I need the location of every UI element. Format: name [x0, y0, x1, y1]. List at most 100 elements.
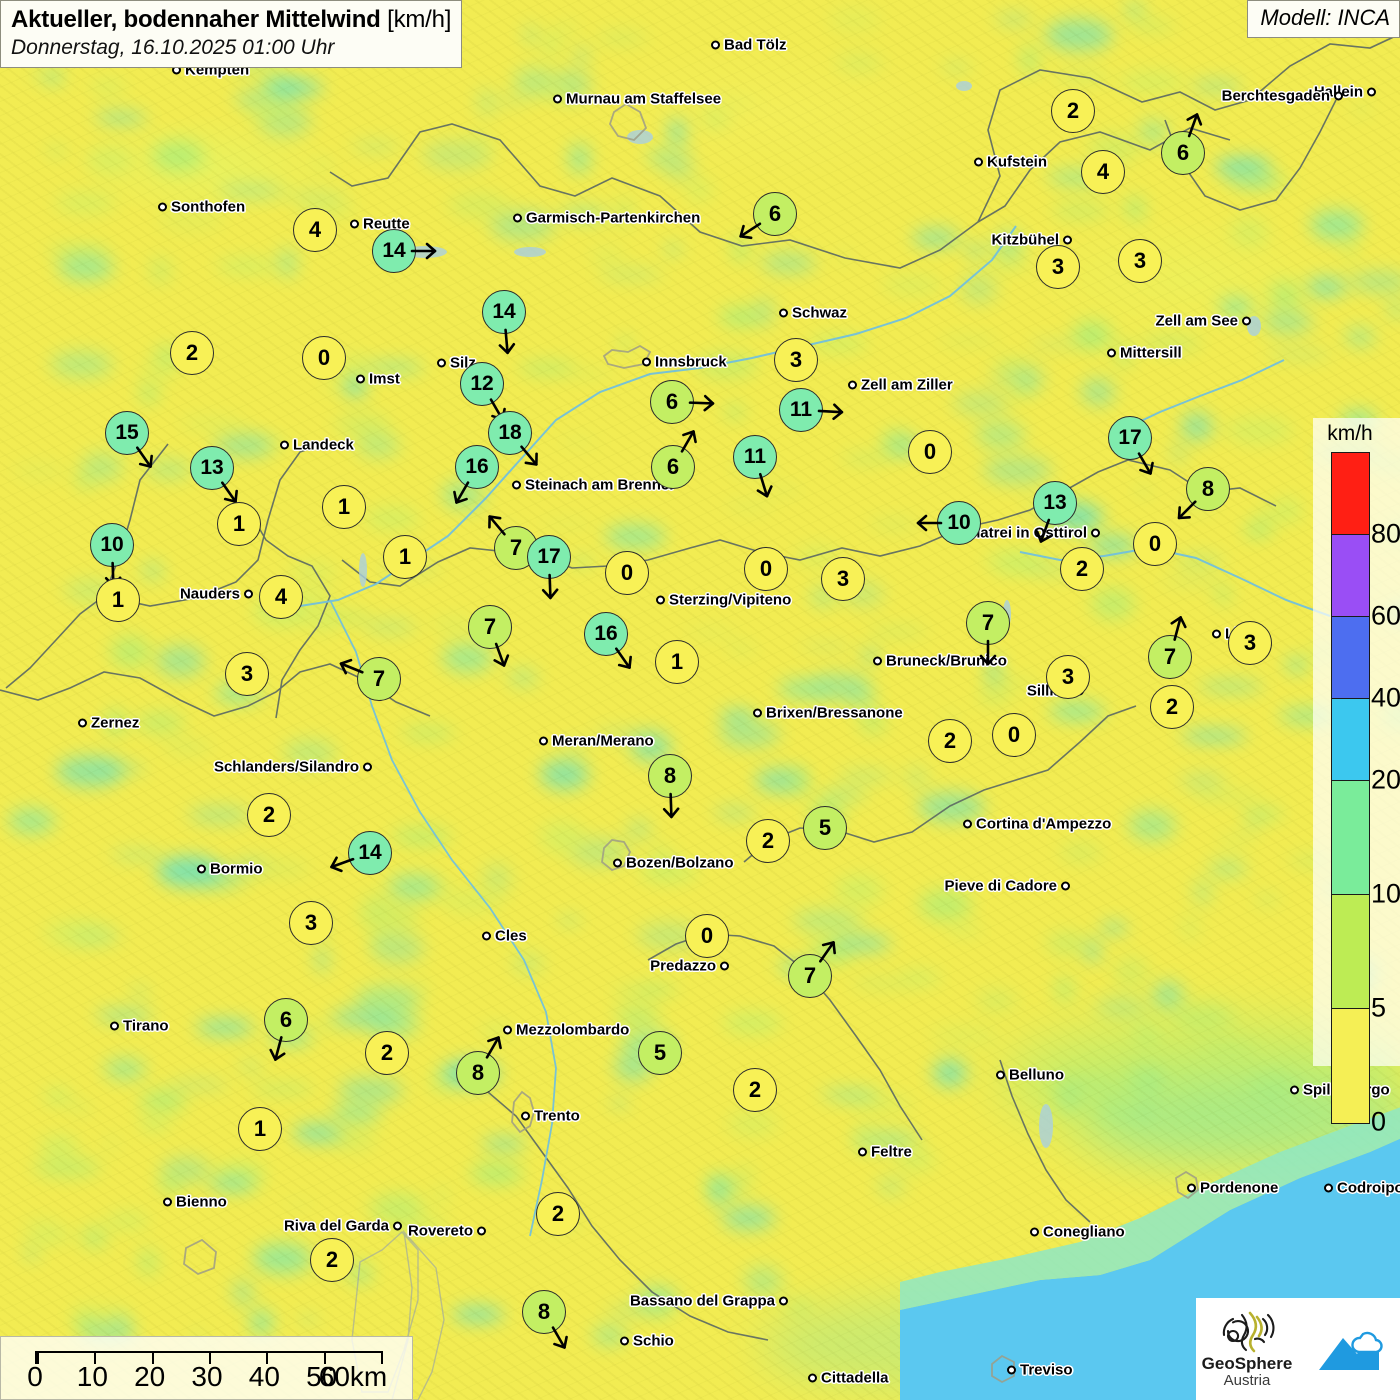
wind-marker[interactable]: 8 — [1177, 467, 1230, 520]
wind-marker[interactable]: 6 — [264, 998, 308, 1061]
wind-marker[interactable]: 3 — [1118, 239, 1162, 283]
wind-speed-bubble[interactable]: 2 — [1051, 89, 1095, 133]
wind-speed-bubble[interactable]: 5 — [803, 806, 847, 850]
wind-speed-bubble[interactable]: 2 — [536, 1192, 580, 1236]
wind-marker[interactable]: 6 — [739, 192, 797, 240]
wind-speed-bubble[interactable]: 6 — [1161, 131, 1205, 175]
wind-speed-bubble[interactable]: 4 — [293, 208, 337, 252]
wind-speed-bubble[interactable]: 10 — [90, 523, 134, 567]
wind-marker[interactable]: 6 — [1161, 113, 1205, 175]
wind-marker[interactable]: 13 — [190, 446, 238, 503]
wind-marker[interactable]: 8 — [648, 754, 692, 819]
wind-marker[interactable]: 5 — [638, 1031, 682, 1075]
wind-speed-bubble[interactable]: 11 — [779, 388, 823, 432]
wind-marker[interactable]: 13 — [1033, 481, 1077, 543]
wind-speed-bubble[interactable]: 8 — [522, 1290, 566, 1334]
wind-speed-bubble[interactable]: 5 — [638, 1031, 682, 1075]
wind-marker[interactable]: 2 — [536, 1192, 580, 1236]
wind-speed-bubble[interactable]: 1 — [322, 485, 366, 529]
wind-marker[interactable]: 3 — [1036, 245, 1080, 289]
wind-marker[interactable]: 3 — [289, 901, 333, 945]
wind-speed-bubble[interactable]: 14 — [348, 831, 392, 875]
wind-speed-bubble[interactable]: 4 — [1081, 150, 1125, 194]
wind-speed-bubble[interactable]: 6 — [264, 998, 308, 1042]
wind-marker[interactable]: 1 — [238, 1107, 282, 1151]
wind-speed-bubble[interactable]: 2 — [928, 719, 972, 763]
wind-speed-bubble[interactable]: 2 — [733, 1068, 777, 1112]
wind-speed-bubble[interactable]: 8 — [456, 1051, 500, 1095]
wind-speed-bubble[interactable]: 3 — [1118, 239, 1162, 283]
wind-marker[interactable]: 0 — [302, 336, 346, 380]
wind-marker[interactable]: 3 — [1046, 655, 1090, 699]
wind-marker[interactable]: 8 — [456, 1036, 502, 1095]
wind-marker[interactable]: 7 — [966, 601, 1010, 666]
wind-marker[interactable]: 0 — [605, 551, 649, 595]
wind-marker[interactable]: 12 — [460, 362, 506, 421]
wind-speed-bubble[interactable]: 18 — [488, 411, 532, 455]
wind-marker[interactable]: 16 — [453, 445, 499, 504]
wind-speed-bubble[interactable]: 0 — [908, 430, 952, 474]
wind-speed-bubble[interactable]: 1 — [655, 640, 699, 684]
wind-marker[interactable]: 8 — [522, 1290, 568, 1349]
wind-speed-bubble[interactable]: 6 — [651, 445, 695, 489]
wind-speed-bubble[interactable]: 7 — [468, 605, 512, 649]
wind-marker[interactable]: 1 — [655, 640, 699, 684]
wind-marker[interactable]: 2 — [1150, 685, 1194, 729]
wind-speed-bubble[interactable]: 1 — [217, 502, 261, 546]
wind-marker[interactable]: 3 — [821, 557, 865, 601]
wind-speed-bubble[interactable]: 8 — [648, 754, 692, 798]
wind-marker[interactable]: 17 — [1108, 416, 1154, 475]
wind-speed-bubble[interactable]: 1 — [238, 1107, 282, 1151]
wind-speed-bubble[interactable]: 7 — [788, 954, 832, 998]
wind-speed-bubble[interactable]: 7 — [1148, 635, 1192, 679]
wind-speed-bubble[interactable]: 2 — [247, 793, 291, 837]
wind-speed-bubble[interactable]: 3 — [1046, 655, 1090, 699]
wind-marker[interactable]: 2 — [733, 1068, 777, 1112]
wind-speed-bubble[interactable]: 2 — [310, 1238, 354, 1282]
wind-speed-bubble[interactable]: 2 — [746, 819, 790, 863]
wind-marker[interactable]: 2 — [1051, 89, 1095, 133]
wind-speed-bubble[interactable]: 1 — [383, 535, 427, 579]
wind-marker[interactable]: 2 — [928, 719, 972, 763]
wind-speed-bubble[interactable]: 0 — [992, 713, 1036, 757]
wind-speed-bubble[interactable]: 15 — [105, 411, 149, 455]
wind-marker[interactable]: 1 — [322, 485, 366, 529]
wind-speed-bubble[interactable]: 3 — [821, 557, 865, 601]
wind-marker[interactable]: 18 — [488, 411, 538, 466]
wind-marker[interactable]: 2 — [310, 1238, 354, 1282]
wind-speed-bubble[interactable]: 17 — [1108, 416, 1152, 460]
wind-marker[interactable]: 2 — [247, 793, 291, 837]
wind-marker[interactable]: 4 — [1081, 150, 1125, 194]
wind-speed-bubble[interactable]: 3 — [1228, 621, 1272, 665]
wind-marker[interactable]: 3 — [774, 338, 818, 382]
wind-marker[interactable]: 17 — [527, 535, 571, 600]
wind-speed-bubble[interactable]: 16 — [455, 445, 499, 489]
wind-speed-bubble[interactable]: 0 — [302, 336, 346, 380]
wind-speed-bubble[interactable]: 14 — [372, 229, 416, 273]
wind-marker[interactable]: 14 — [482, 290, 526, 355]
wind-marker[interactable]: 14 — [372, 229, 437, 273]
wind-speed-bubble[interactable]: 6 — [753, 192, 797, 236]
wind-speed-bubble[interactable]: 6 — [650, 380, 694, 424]
wind-speed-bubble[interactable]: 2 — [1150, 685, 1194, 729]
wind-speed-bubble[interactable]: 3 — [1036, 245, 1080, 289]
wind-speed-bubble[interactable]: 2 — [365, 1031, 409, 1075]
wind-marker[interactable]: 7 — [339, 657, 401, 701]
wind-marker[interactable]: 1 — [96, 578, 140, 622]
wind-marker[interactable]: 1 — [383, 535, 427, 579]
wind-marker[interactable]: 0 — [744, 547, 788, 591]
wind-marker[interactable]: 4 — [259, 575, 303, 619]
wind-marker[interactable]: 2 — [1060, 547, 1104, 591]
wind-speed-bubble[interactable]: 0 — [1133, 522, 1177, 566]
wind-marker[interactable]: 2 — [746, 819, 790, 863]
wind-marker[interactable]: 7 — [1148, 616, 1192, 679]
wind-speed-bubble[interactable]: 2 — [170, 331, 214, 375]
wind-speed-bubble[interactable]: 10 — [937, 501, 981, 545]
wind-marker[interactable]: 3 — [1228, 621, 1272, 665]
wind-marker[interactable]: 0 — [992, 713, 1036, 757]
wind-marker[interactable]: 11 — [733, 435, 777, 498]
wind-marker[interactable]: 6 — [650, 380, 715, 424]
wind-marker[interactable]: 16 — [584, 612, 632, 669]
wind-marker[interactable]: 1 — [217, 502, 261, 546]
wind-marker[interactable]: 0 — [685, 914, 729, 958]
